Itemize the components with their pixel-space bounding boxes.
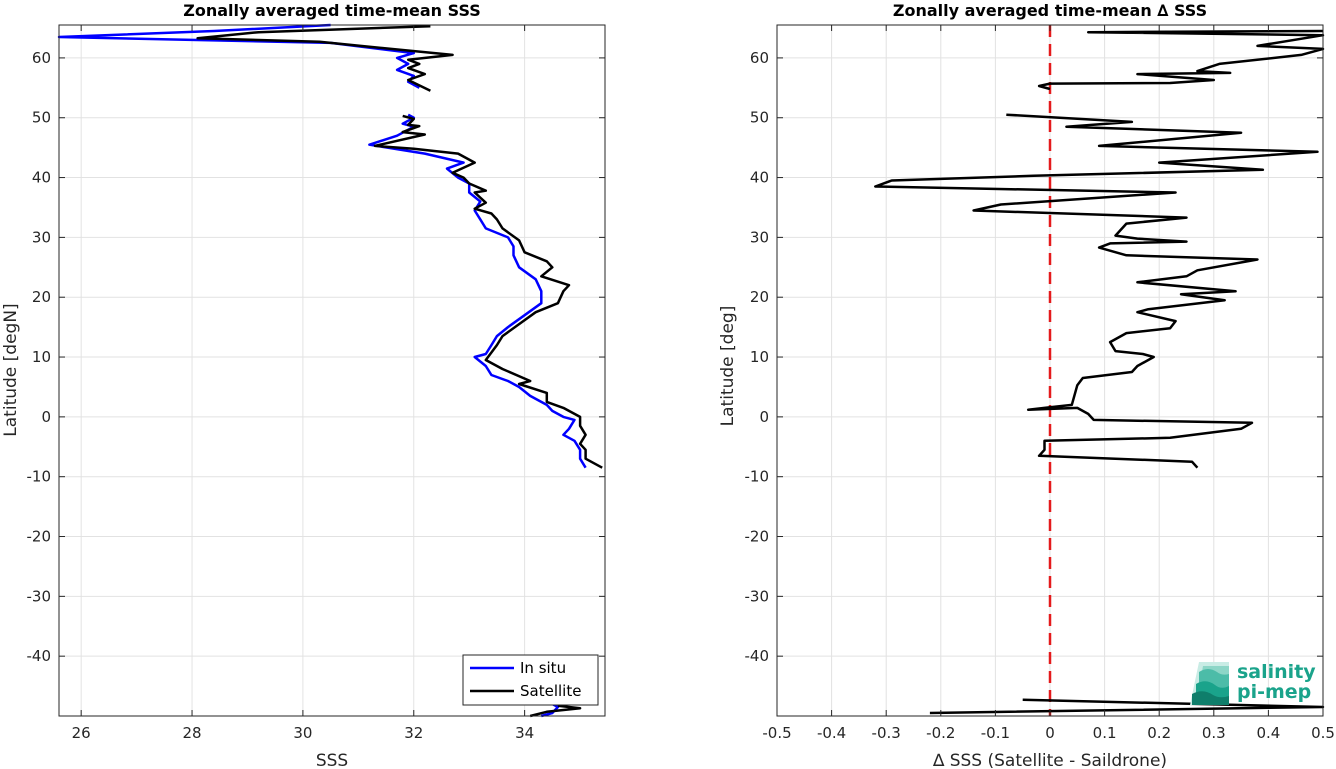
x-tick-label: 26 [72,724,91,742]
chart-sss: 26 28 30 32 34 -40 -30 -20 -10 0 10 20 30 40 50 60 Zon… [1,1,606,769]
x-tick-label: 0.1 [1093,724,1117,742]
y-tick-label: -20 [745,528,770,546]
legend: In situ Satellite [462,654,599,706]
y-tick-label: 40 [32,169,51,187]
y-axis: -40 -30 -20 -10 0 10 20 30 40 50 60 [745,49,1323,665]
y-tick-label: -10 [745,468,770,486]
y-tick-label: 60 [32,49,51,67]
x-tick-label: -0.3 [872,724,901,742]
chart-title: Zonally averaged time-mean SSS [183,1,481,20]
y-tick-label: 40 [750,169,769,187]
x-tick-label: 32 [404,724,423,742]
y-axis-label: Latitude [degN] [1,303,21,436]
y-tick-label: -10 [27,468,52,486]
y-tick-label: -40 [745,647,770,665]
legend-box [462,654,599,706]
y-tick-label: -30 [27,587,52,605]
x-tick-label: 0.2 [1147,724,1171,742]
y-tick-label: -40 [27,647,52,665]
y-tick-label: 10 [32,348,51,366]
series-line-delta-sss [874,29,1325,715]
y-tick-label: 10 [750,348,769,366]
x-tick-label: 28 [182,724,201,742]
grid [59,25,605,716]
chart-delta-sss: -0.5 -0.4 -0.3 -0.2 -0.1 0 0.1 0.2 0.3 0.4 0.5 -40… [718,1,1335,769]
x-axis-label: ∆ SSS (Satellite - Saildrone) [932,751,1167,769]
plot-area [874,25,1325,716]
x-axis-label: SSS [316,751,348,769]
y-tick-label: 60 [750,49,769,67]
x-axis: 26 28 30 32 34 [72,25,534,742]
logo-waves-icon [1190,662,1229,705]
legend-label-in-situ: In situ [520,659,566,677]
plot-area [57,23,603,718]
y-tick-label: 0 [759,408,769,426]
y-tick-label: 30 [750,228,769,246]
y-axis: -40 -30 -20 -10 0 10 20 30 40 50 60 [27,49,605,665]
y-tick-label: 50 [32,109,51,127]
y-tick-label: 20 [750,288,769,306]
x-axis: -0.5 -0.4 -0.3 -0.2 -0.1 0 0.1 0.2 0.3 0.4 0.5 [762,25,1335,742]
legend-label-satellite: Satellite [520,682,581,700]
x-tick-label: 0 [1045,724,1055,742]
x-tick-label: -0.2 [926,724,955,742]
series-line-satellite [196,24,603,718]
x-tick-label: -0.5 [762,724,791,742]
chart-title: Zonally averaged time-mean ∆ SSS [893,1,1207,20]
x-tick-label: 0.4 [1256,724,1280,742]
axes-box [58,24,606,717]
salinity-pi-mep-logo: salinity pi-mep [1190,661,1316,705]
y-tick-label: 50 [750,109,769,127]
x-tick-label: 0.3 [1202,724,1226,742]
x-tick-label: 0.5 [1311,724,1335,742]
logo-text-salinity: salinity [1237,661,1316,683]
y-tick-label: 20 [32,288,51,306]
x-tick-label: -0.1 [981,724,1010,742]
logo-text-pi-mep: pi-mep [1237,681,1311,703]
y-tick-label: -30 [745,587,770,605]
y-tick-label: 0 [41,408,51,426]
x-tick-label: 34 [515,724,534,742]
y-axis-label: Latitude [deg] [718,306,738,427]
y-tick-label: 30 [32,228,51,246]
x-tick-label: -0.4 [817,724,846,742]
y-tick-label: -20 [27,528,52,546]
x-tick-label: 30 [293,724,312,742]
